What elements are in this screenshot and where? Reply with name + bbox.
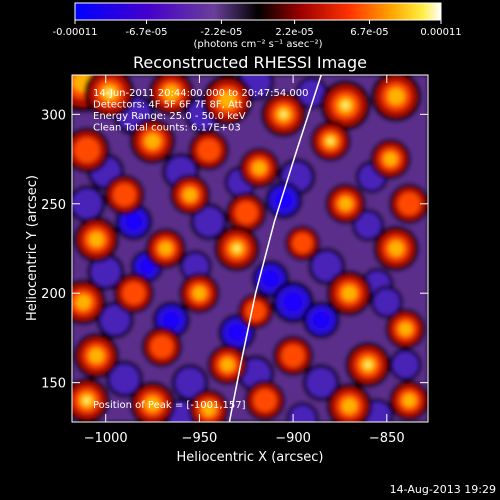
colorbar-tick-label: -0.00011 <box>53 27 98 38</box>
heatmap-neg-blob <box>289 405 316 422</box>
heatmap-pos-core <box>398 322 413 336</box>
chart-title: Reconstructed RHESSI Image <box>133 53 367 72</box>
colorbar-tick-label: -2.2e-05 <box>200 27 242 38</box>
x-tick-label: −1000 <box>84 431 128 446</box>
heatmap-neg-core <box>139 259 155 274</box>
heatmap-pos-mid <box>398 192 421 216</box>
colorbar-tick-label: 2.2e-05 <box>275 27 313 38</box>
heatmap-pos-core <box>383 152 398 166</box>
heatmap-pos-peak <box>364 361 372 369</box>
heatmap-pos-mid <box>74 137 100 163</box>
heatmap-pos-core <box>192 286 207 300</box>
heatmap-neg-blob <box>182 253 209 280</box>
colorbar-tick-label: -6.7e-05 <box>126 27 168 38</box>
heatmap-pos-core <box>252 161 267 175</box>
heatmap-pos-mid <box>197 138 221 162</box>
heatmap-neg-core <box>125 213 143 230</box>
heatmap-pos-core <box>144 396 161 412</box>
heatmap-neg-blob <box>109 364 140 395</box>
annotation-line: 14-Jun-2011 20:44:00.000 to 20:47:54.000 <box>93 88 309 99</box>
heatmap-pos-peak <box>83 397 91 404</box>
y-tick-label: 250 <box>41 198 66 213</box>
heatmap-pos-mid <box>122 281 146 305</box>
heatmap-pos-mid <box>292 233 313 253</box>
annotation-line: Detectors: 4F 5F 6F 7F 8F, Att 0 <box>93 100 252 111</box>
annotation-line: Energy Range: 25.0 - 50.0 keV <box>93 111 246 122</box>
peak-position-label: Position of Peak = [-1001,157] <box>93 400 246 411</box>
heatmap-neg-blob <box>193 206 224 237</box>
heatmap-pos-peak <box>280 110 288 118</box>
heatmap-neg-blob <box>373 289 400 316</box>
heatmap-neg-core <box>283 292 303 312</box>
heatmap-pos-core <box>388 240 404 257</box>
colorbar-tick-label: 6.7e-05 <box>350 27 388 38</box>
y-tick-label: 150 <box>41 377 66 392</box>
heatmap-pos-peak <box>105 89 114 97</box>
heatmap-neg-blob <box>100 305 131 336</box>
x-axis-label: Heliocentric X (arcsec) <box>177 450 324 465</box>
heatmap-pos-mid <box>235 201 258 224</box>
colorbar <box>74 2 442 21</box>
heatmap-pos-core <box>158 241 173 256</box>
heatmap-pos-mid <box>253 389 277 412</box>
plot-frame <box>71 74 429 423</box>
heatmap-neg-blob <box>306 367 337 398</box>
colorbar-ticks: -0.00011 -6.7e-05 -2.2e-05 2.2e-05 6.7e-05 0.… <box>53 20 462 38</box>
colorbar-tick-label: 0.00011 <box>420 27 461 38</box>
heatmap-pos-core <box>183 188 197 202</box>
heatmap-neg-blob <box>72 188 102 219</box>
heatmap-image <box>72 75 428 422</box>
heatmap-pos-core <box>220 358 235 372</box>
y-tick-label: 200 <box>41 287 66 302</box>
heatmap-neg-core <box>312 311 330 329</box>
heatmap-pos-core <box>341 285 357 301</box>
heatmap-neg-blob <box>175 367 206 398</box>
colorbar-units: (photons cm⁻² s⁻¹ asec⁻²) <box>193 39 322 50</box>
heatmap-pos-peak <box>341 101 350 110</box>
x-tick-label: −950 <box>182 431 218 446</box>
heatmap-pos-core <box>387 88 405 105</box>
heatmap-neg-core <box>275 191 292 209</box>
footer-date: 14-Aug-2013 19:29 <box>390 483 496 496</box>
heatmap-neg-core <box>228 324 246 341</box>
heatmap-pos-core <box>338 197 353 211</box>
heatmap-pos-core <box>402 393 417 408</box>
heatmap-pos-core <box>163 85 179 101</box>
y-axis-label: Heliocentric Y (arcsec) <box>25 175 40 321</box>
heatmap-neg-core <box>262 270 279 288</box>
solar-limb-curve <box>228 75 322 422</box>
heatmap-pos-mid <box>281 344 305 368</box>
heatmap-pos-peak <box>233 245 241 252</box>
heatmap-neg-blob <box>90 256 121 287</box>
heatmap-pos-core <box>219 91 236 109</box>
heatmap-pos-core <box>341 398 357 414</box>
annotation-line: Clean Total counts: 6.17E+03 <box>93 123 241 134</box>
heatmap-neg-blob <box>354 212 382 239</box>
heatmap-pos-core <box>75 294 91 310</box>
heatmap-pos-mid <box>113 183 136 207</box>
x-axis-ticks: −1000 −950 −900 −850 <box>84 75 405 446</box>
heatmap-pos-mid <box>245 301 266 321</box>
heatmap-pos-core <box>88 348 104 364</box>
heatmap-pos-core <box>88 231 104 248</box>
y-tick-label: 300 <box>41 108 66 123</box>
y-axis-ticks: 150 200 250 300 <box>41 108 428 392</box>
heatmap-pos-mid <box>150 335 174 359</box>
x-tick-label: −900 <box>275 431 311 446</box>
heatmap-neg-core <box>163 311 180 329</box>
x-tick-label: −850 <box>369 431 405 446</box>
heatmap-pos-peak <box>327 138 334 145</box>
heatmap-pos-core <box>202 402 216 417</box>
annotation-block: 14-Jun-2011 20:44:00.000 to 20:47:54.000… <box>93 88 309 134</box>
heatmap-neg-blob <box>311 251 342 282</box>
heatmap-neg-blob <box>392 351 419 378</box>
heatmap-pos-core <box>144 133 161 149</box>
heatmap-neg-blob <box>298 79 325 107</box>
